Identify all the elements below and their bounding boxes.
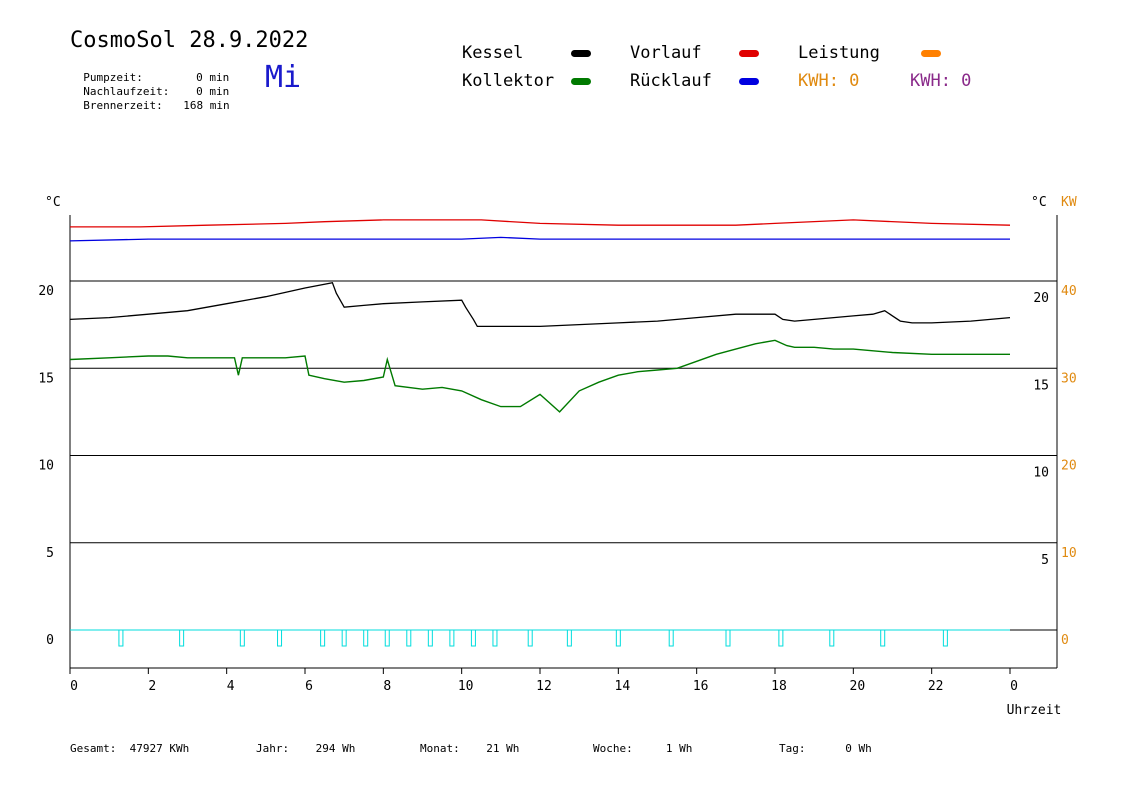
x-tick-label: 6 [305,679,313,694]
y-tick-kw: 10 [1061,546,1077,561]
stat-brennerzeit: Brennerzeit: 168 min [70,86,229,112]
pump-pulse [668,629,674,647]
legend-ruecklauf-swatch [739,78,759,85]
pump-pulse [566,629,572,647]
series-line-vorlauf [70,219,1011,228]
y-tick-right: 5 [1041,553,1049,568]
y-axis-label-kw: KW [1061,195,1077,210]
legend-vorlauf: Vorlauf [630,43,702,63]
pump-pulse [363,629,369,647]
stat-label: Nachlaufzeit: [83,85,170,98]
x-tick-label: 20 [850,679,866,694]
y-tick-left: 5 [46,546,54,561]
legend-kollektor-swatch [571,78,591,85]
y-tick-kw: 20 [1061,459,1077,474]
y-axis-label-right: °C [1031,195,1047,210]
footer-jahr: Jahr: 294 Wh [256,742,356,755]
y-tick-right: 15 [1033,378,1049,393]
y-tick-right: 10 [1033,466,1049,481]
legend-kessel: Kessel [462,43,524,63]
legend-leistung: Leistung [798,43,880,63]
legend-leistung-swatch [921,50,941,57]
stat-value: 168 min [183,99,230,112]
legend-kwh-2: KWH: 0 [910,71,972,91]
pump-pulse [406,629,412,647]
chart-title: CosmoSol 28.9.2022 [70,28,309,53]
legend-kessel-swatch [571,50,591,57]
pump-pulse [384,629,390,647]
pump-pulse [470,629,476,647]
legend-vorlauf-swatch [739,50,759,57]
x-tick-label: 2 [148,679,156,694]
x-tick-label: 10 [458,679,474,694]
footer-woche: Woche: 1 Wh [593,742,693,755]
footer-monat: Monat: 21 Wh [420,742,520,755]
y-tick-left: 20 [38,284,54,299]
x-tick-label: 14 [615,679,631,694]
pump-pulse [492,629,498,647]
pump-pulse [725,629,731,647]
pump-pulse [527,629,533,647]
series-line-kollektor [69,339,1010,413]
series-line-ruecklauf [69,236,1010,242]
legend-kwh-1: KWH: 0 [798,71,860,91]
x-tick-label: 12 [536,679,552,694]
pump-pulse [778,629,784,647]
stat-label: Brennerzeit: [83,99,163,112]
x-tick-label: 16 [693,679,709,694]
stat-value: 0 min [196,85,230,98]
pump-pulse [118,629,124,647]
pump-pulse [880,629,886,647]
y-tick-left: 10 [38,459,54,474]
stat-value: 0 min [196,71,230,84]
series-line-kessel [69,281,1011,328]
legend-ruecklauf: Rücklauf [630,71,712,91]
pump-pulse [829,629,835,647]
x-tick-label: 18 [771,679,787,694]
y-tick-right: 20 [1033,291,1049,306]
stat-nachlaufzeit: Nachlaufzeit: 0 min [70,72,229,98]
y-tick-kw: 40 [1061,284,1077,299]
stat-label: Pumpzeit: [83,71,143,84]
x-tick-label: 8 [383,679,391,694]
footer-tag: Tag: 0 Wh [779,742,872,755]
y-tick-kw: 0 [1061,633,1069,648]
y-tick-left: 0 [46,633,54,648]
pump-pulse [239,629,245,647]
pump-pulse [179,629,185,647]
x-tick-label: 0 [1010,679,1018,694]
y-tick-left: 15 [38,371,54,386]
x-tick-label: 22 [928,679,944,694]
pump-pulse [341,629,347,647]
legend-kollektor: Kollektor [462,71,555,91]
pump-pulse [277,629,283,647]
pump-pulse [449,629,455,647]
y-tick-kw: 30 [1061,371,1077,386]
pump-pulse [427,629,433,647]
stat-pumpzeit: Pumpzeit: 0 min [70,58,229,84]
pump-pulse [320,629,326,647]
x-tick-label: 0 [70,679,78,694]
x-axis-label: Uhrzeit [1007,703,1062,718]
y-axis-label-left: °C [45,195,61,210]
pump-pulse [942,629,948,647]
pump-pulse [615,629,621,647]
weekday-label: Mi [265,60,302,95]
footer-gesamt: Gesamt: 47927 KWh [70,742,190,755]
x-tick-label: 4 [227,679,235,694]
